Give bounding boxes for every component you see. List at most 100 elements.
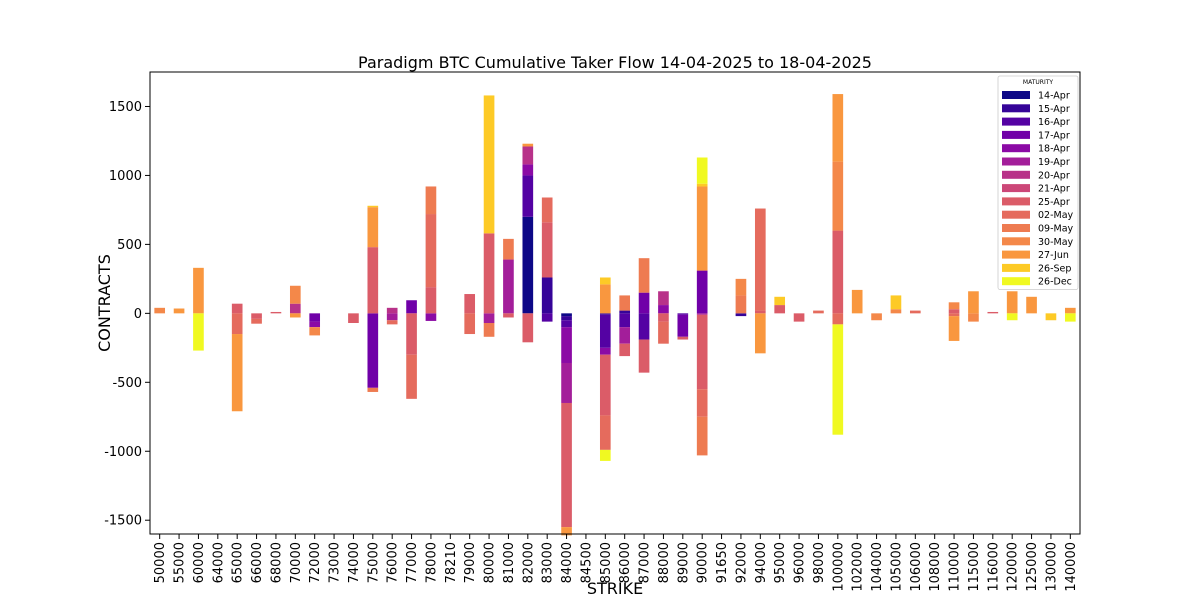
bar-85000-26-Sep [599,277,611,285]
x-tick-label: 96000 [793,542,808,583]
x-tick-label: 85000 [599,542,614,583]
x-axis: 50000 55000 60000 64000 65000 66000 68000 70000… [153,534,1079,592]
x-tick-label: 73000 [328,542,343,583]
bar-84000-27-Jun [561,527,572,536]
bar-87000-17-Apr [638,292,650,314]
x-tick-label: 89000 [676,542,691,583]
x-tick-label: 74000 [347,542,362,583]
bar-115000-27-Jun [968,291,979,314]
x-tick-label: 83000 [541,542,556,583]
x-tick-label: 81000 [502,542,517,583]
legend-label-14-Apr: 14-Apr [1038,91,1070,102]
x-tick-label: 116000 [986,542,1001,592]
x-tick-label: 55000 [173,542,188,583]
x-tick-label: 115000 [967,542,982,592]
y-tick-label: 1000 [109,169,142,184]
bar-60000-27-Jun [193,267,204,314]
bar-82000-27-Jun [522,143,534,147]
x-tick-label: 70000 [289,542,304,583]
bar-90000-17-Apr [696,270,708,314]
bar-90000-02-May [696,389,708,417]
x-tick-label: 106000 [909,542,924,592]
bar-83000-25-Apr [541,222,553,278]
x-axis-label: STRIKE [587,579,643,598]
plot-frame [149,71,1081,535]
bars-layer [154,94,1076,536]
bar-104000-30-May [871,313,882,321]
bar-100000-26-Dec [832,324,844,435]
bar-115000-30-May [968,313,979,322]
legend-swatch-19-Apr [1002,157,1030,166]
bar-87000-09-May [638,258,650,293]
bar-89000-17-Apr [677,314,689,337]
bar-84000-25-Apr [561,402,572,528]
bar-81000-19-Apr [503,259,514,314]
legend-swatch-16-Apr [1002,117,1030,126]
x-tick-label: 87000 [638,542,653,583]
bar-84000-18-Apr [561,327,572,363]
y-axis-label: CONTRACTS [95,254,114,352]
bar-88000-02-May [658,321,669,344]
bar-88000-25-Apr [658,313,669,322]
bar-85000-02-May [599,415,611,450]
bar-80000-25-Apr [483,233,495,314]
legend-label-02-May: 02-May [1038,210,1074,221]
bar-110000-27-Jun [948,316,960,341]
bar-94000-02-May [754,208,766,311]
legend-label-09-May: 09-May [1038,224,1074,235]
x-tick-label: 78210 [444,542,459,583]
bar-82000-18-Apr [522,164,534,176]
legend-swatch-26-Sep [1002,263,1030,272]
legend-swatch-20-Apr [1002,170,1030,179]
bar-77000-17-Apr [406,300,417,314]
x-tick-label: 95000 [773,542,788,583]
x-tick-label: 84500 [579,542,594,583]
bar-92000-30-May [735,278,747,296]
bar-88000-18-Apr [658,305,669,314]
x-tick-label: 66000 [250,542,265,583]
chart-title: Paradigm BTC Cumulative Taker Flow 14-04… [358,53,872,72]
legend-swatch-14-Apr [1002,91,1030,99]
bar-72000-30-May [309,327,321,336]
bar-92000-15-Apr [735,313,747,317]
x-tick-label: 72000 [308,542,323,583]
bar-86000-15-Apr [619,310,631,314]
bar-85000-25-Apr [599,354,611,416]
bar-75000-09-May [367,387,379,392]
bar-90000-26-Sep [696,183,708,187]
bar-140000-26-Dec [1064,313,1076,322]
bar-81000-09-May [503,238,514,260]
bar-80000-09-May [483,322,495,337]
bar-76000-02-May [386,320,398,325]
legend-label-26-Sep: 26-Sep [1038,263,1071,274]
legend-label-17-Apr: 17-Apr [1038,130,1070,141]
bar-125000-27-Jun [1026,296,1037,314]
x-tick-label: 79000 [463,542,478,583]
bar-66000-02-May [251,318,262,324]
x-tick-label: 60000 [192,542,207,583]
legend-swatch-30-May [1002,237,1030,246]
x-tick-label: 82000 [521,542,536,583]
x-tick-label: 125000 [1025,542,1040,592]
bar-130000-26-Sep [1045,313,1057,321]
bar-76000-20-Apr [386,307,398,314]
x-tick-label: 84000 [560,542,575,583]
bar-82000-20-Apr [522,146,534,165]
bar-102000-27-Jun [851,289,863,314]
bar-80000-19-Apr [483,313,495,323]
bar-86000-09-May [619,295,631,311]
bar-90000-26-Dec [696,157,708,184]
legend-label-21-Apr: 21-Apr [1038,184,1070,195]
legend-box [997,75,1079,290]
bar-82000-14-Apr [522,216,534,314]
legend-swatch-15-Apr [1002,104,1030,113]
x-tick-label: 110000 [948,542,963,592]
bar-84000-15-Apr [561,316,572,321]
bar-85000-16-Apr [599,314,611,348]
bar-84000-19-Apr [561,362,572,403]
bar-95000-26-Sep [774,296,786,306]
bar-86000-19-Apr [619,327,631,344]
bar-75000-25-Apr [367,247,379,314]
x-tick-label: 92000 [734,542,749,583]
